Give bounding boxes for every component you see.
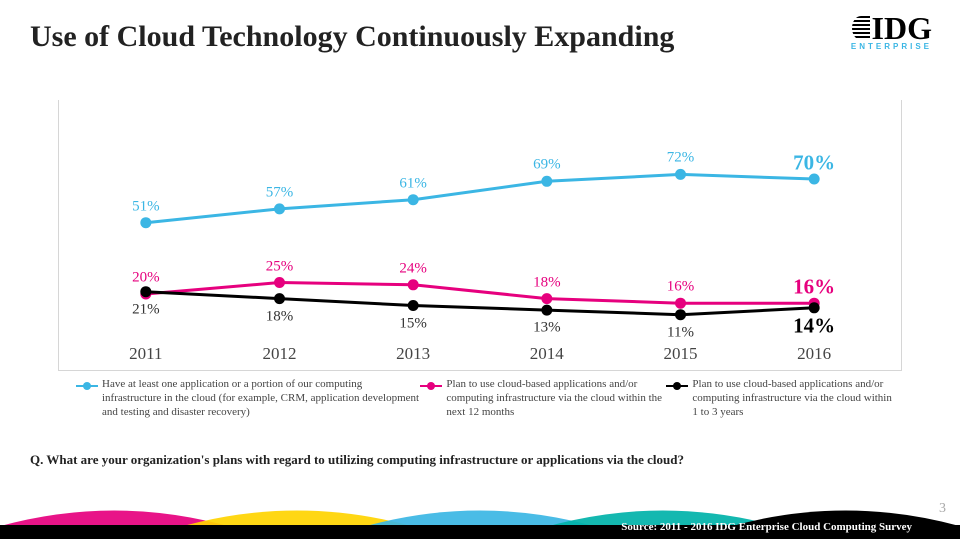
line-chart: 51% 57% 61% 69% 72% 70% 20% 25% 24% 18% 16% 16% 21% 1…: [58, 100, 902, 371]
survey-question: Q. What are your organization's plans wi…: [30, 452, 684, 468]
idg-logo: IDG ENTERPRISE: [851, 12, 932, 51]
series-marker-have: [140, 217, 151, 228]
series-marker-plan12: [541, 293, 552, 304]
data-label: 24%: [399, 260, 427, 277]
series-marker-plan1to3: [809, 302, 820, 313]
page-number: 3: [939, 501, 946, 517]
series-line-plan12: [146, 283, 814, 304]
x-axis-labels: 201120122013201420152016: [79, 344, 881, 368]
data-label: 15%: [399, 315, 427, 332]
data-label: 14%: [793, 313, 835, 338]
data-label: 16%: [793, 275, 835, 300]
series-marker-plan1to3: [274, 293, 285, 304]
series-marker-have: [408, 194, 419, 205]
series-marker-plan1to3: [675, 309, 686, 320]
data-label: 18%: [533, 274, 561, 291]
legend-item-have: Have at least one application or a porti…: [76, 378, 420, 419]
data-label: 51%: [132, 198, 160, 215]
legend-marker-icon: [76, 381, 98, 391]
x-axis-label: 2014: [480, 344, 614, 368]
logo-stripes-icon: [852, 16, 870, 40]
logo-text: IDG: [872, 12, 932, 44]
data-label: 25%: [266, 258, 294, 275]
series-marker-plan12: [408, 279, 419, 290]
legend-marker-icon: [666, 381, 688, 391]
data-label: 57%: [266, 184, 294, 201]
x-axis-label: 2015: [614, 344, 748, 368]
data-label: 61%: [399, 175, 427, 192]
x-axis-label: 2011: [79, 344, 213, 368]
series-marker-have: [541, 176, 552, 187]
data-label: 11%: [667, 324, 694, 341]
legend-text: Plan to use cloud-based applications and…: [446, 378, 666, 419]
series-marker-plan1to3: [408, 300, 419, 311]
series-marker-have: [675, 169, 686, 180]
data-label: 16%: [667, 279, 695, 296]
data-label: 21%: [132, 301, 160, 318]
chart-legend: Have at least one application or a porti…: [76, 378, 896, 419]
slide-title: Use of Cloud Technology Continuously Exp…: [30, 20, 674, 54]
legend-item-plan12: Plan to use cloud-based applications and…: [420, 378, 666, 419]
data-label: 18%: [266, 308, 294, 325]
data-label: 69%: [533, 157, 561, 174]
data-label: 13%: [533, 320, 561, 337]
series-marker-plan12: [675, 298, 686, 309]
data-label: 20%: [132, 270, 160, 287]
series-line-have: [146, 174, 814, 222]
series-marker-have: [274, 203, 285, 214]
logo-subtext: ENTERPRISE: [851, 42, 932, 51]
data-label: 70%: [793, 151, 835, 176]
source-citation: Source: 2011 - 2016 IDG Enterprise Cloud…: [621, 521, 912, 533]
legend-marker-icon: [420, 381, 442, 391]
x-axis-label: 2012: [213, 344, 347, 368]
legend-item-plan1to3: Plan to use cloud-based applications and…: [666, 378, 896, 419]
series-marker-plan1to3: [541, 305, 552, 316]
chart-svg: [79, 110, 881, 340]
legend-text: Plan to use cloud-based applications and…: [692, 378, 896, 419]
legend-text: Have at least one application or a porti…: [102, 378, 420, 419]
x-axis-label: 2013: [346, 344, 480, 368]
x-axis-label: 2016: [747, 344, 881, 368]
data-label: 72%: [667, 150, 695, 167]
series-marker-plan12: [274, 277, 285, 288]
plot-area: 51% 57% 61% 69% 72% 70% 20% 25% 24% 18% 16% 16% 21% 1…: [79, 110, 881, 340]
series-marker-plan1to3: [140, 286, 151, 297]
